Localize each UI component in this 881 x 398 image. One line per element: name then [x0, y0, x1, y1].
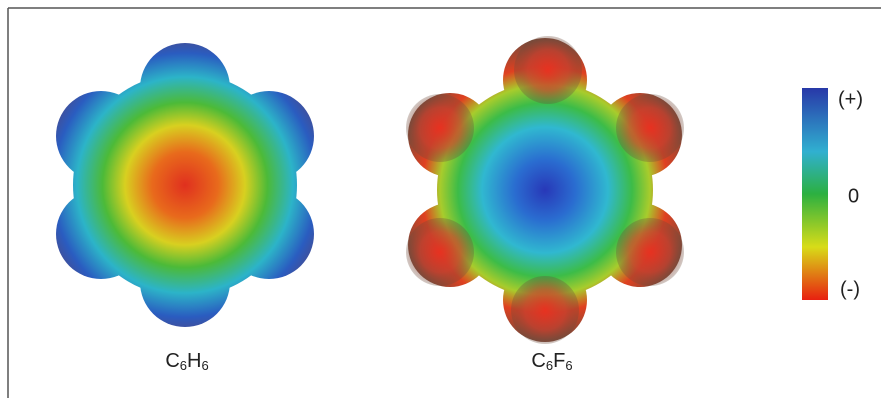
label-part: C	[531, 350, 545, 372]
label-sub: 6	[180, 358, 187, 373]
molecule-label: C6H6	[165, 350, 208, 373]
scale-middle: 0	[848, 185, 859, 207]
label-part: H	[187, 350, 201, 372]
scale-bottom: (-)	[840, 278, 860, 300]
molecule-label: C6F6	[531, 350, 572, 373]
c6h6-map	[56, 43, 314, 327]
label-sub: 6	[546, 358, 553, 373]
label-sub: 6	[201, 358, 208, 373]
scale-top: (+)	[838, 88, 863, 110]
label-sub: 6	[565, 358, 572, 373]
figure: (+) 0 (-) C6H6 C6F6	[0, 0, 881, 398]
label-part: F	[553, 350, 565, 372]
label-part: C	[165, 350, 179, 372]
c6f6-map	[406, 36, 684, 344]
color-scale	[802, 88, 828, 300]
